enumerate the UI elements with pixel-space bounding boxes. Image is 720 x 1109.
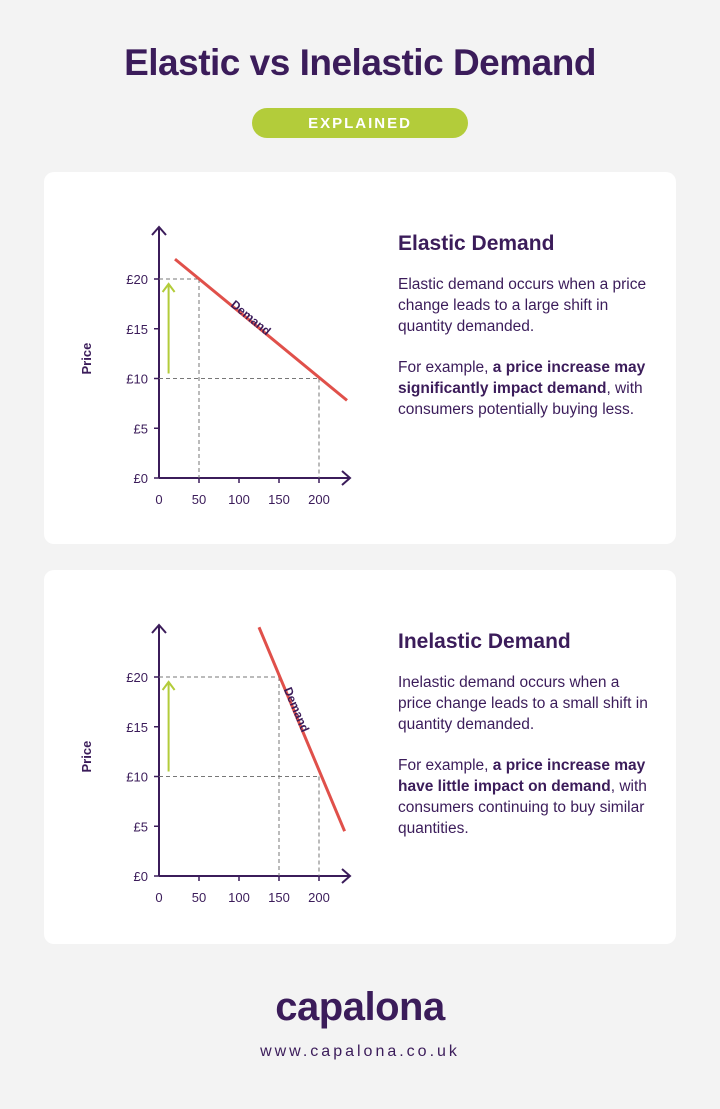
elastic-chart-svg: £0£5£10£15£20050100150200QuantityPriceDe… (79, 225, 352, 507)
y-axis-arrowhead (151, 225, 167, 236)
card-example: For example, a price increase may signif… (398, 357, 654, 420)
y-axis-label: Price (79, 343, 94, 375)
demand-series-label: Demand (281, 685, 312, 734)
price-increase-arrowhead (161, 680, 176, 691)
x-tick-label: 0 (155, 890, 162, 905)
example-prefix: For example, (398, 757, 493, 774)
x-tick-label: 200 (308, 492, 330, 507)
y-tick-label: £0 (134, 471, 148, 486)
inelastic-text-block: Inelastic Demand Inelastic demand occurs… (398, 630, 654, 859)
y-tick-label: £20 (126, 272, 148, 287)
card-description: Elastic demand occurs when a price chang… (398, 276, 647, 335)
x-tick-label: 0 (155, 492, 162, 507)
price-increase-arrowhead (161, 282, 176, 293)
y-tick-label: £15 (126, 720, 148, 735)
example-suffix: , with consumers potentially buying less… (398, 380, 643, 418)
elastic-demand-card: £0£5£10£15£20050100150200QuantityPriceDe… (44, 172, 676, 544)
example-bold: a price increase may significantly impac… (398, 359, 646, 397)
inelastic-demand-chart: £0£5£10£15£20050100150200QuantityPriceDe… (74, 590, 394, 920)
elastic-demand-chart: £0£5£10£15£20050100150200QuantityPriceDe… (74, 192, 394, 522)
x-tick-label: 150 (268, 492, 290, 507)
x-tick-label: 50 (192, 890, 206, 905)
x-tick-label: 200 (308, 890, 330, 905)
explained-badge: EXPLAINED (252, 108, 468, 138)
example-suffix: , with consumers continuing to buy simil… (398, 778, 647, 837)
x-axis-arrowhead (341, 868, 352, 884)
card-heading: Inelastic Demand (398, 630, 571, 653)
y-tick-label: £5 (134, 819, 148, 834)
x-tick-label: 100 (228, 890, 250, 905)
demand-line (174, 257, 348, 402)
card-heading: Elastic Demand (398, 232, 555, 255)
inelastic-demand-card: £0£5£10£15£20050100150200QuantityPriceDe… (44, 570, 676, 944)
y-tick-label: £10 (126, 770, 148, 785)
card-example: For example, a price increase may have l… (398, 755, 654, 839)
card-description: Inelastic demand occurs when a price cha… (398, 674, 648, 733)
page-title: Elastic vs Inelastic Demand (124, 42, 596, 83)
demand-line (257, 626, 346, 832)
inelastic-chart-svg: £0£5£10£15£20050100150200QuantityPriceDe… (79, 623, 352, 905)
y-tick-label: £15 (126, 322, 148, 337)
example-bold: a price increase may have little impact … (398, 757, 646, 795)
elastic-text-block: Elastic Demand Elastic demand occurs whe… (398, 232, 654, 440)
y-tick-label: £5 (134, 421, 148, 436)
x-axis-arrowhead (341, 470, 352, 486)
footer-url[interactable]: www.capalona.co.uk (260, 1043, 460, 1060)
x-tick-label: 50 (192, 492, 206, 507)
y-tick-label: £10 (126, 372, 148, 387)
y-axis-label: Price (79, 741, 94, 773)
x-tick-label: 100 (228, 492, 250, 507)
y-tick-label: £20 (126, 670, 148, 685)
y-axis-arrowhead (151, 623, 167, 634)
demand-series-label: Demand (228, 297, 273, 338)
x-tick-label: 150 (268, 890, 290, 905)
example-prefix: For example, (398, 359, 493, 376)
capalona-logo: capalona (275, 985, 445, 1029)
y-tick-label: £0 (134, 869, 148, 884)
